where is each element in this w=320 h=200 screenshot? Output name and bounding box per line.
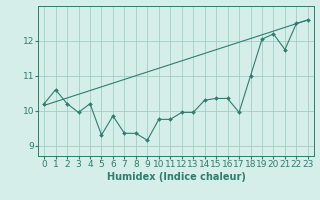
X-axis label: Humidex (Indice chaleur): Humidex (Indice chaleur) xyxy=(107,172,245,182)
